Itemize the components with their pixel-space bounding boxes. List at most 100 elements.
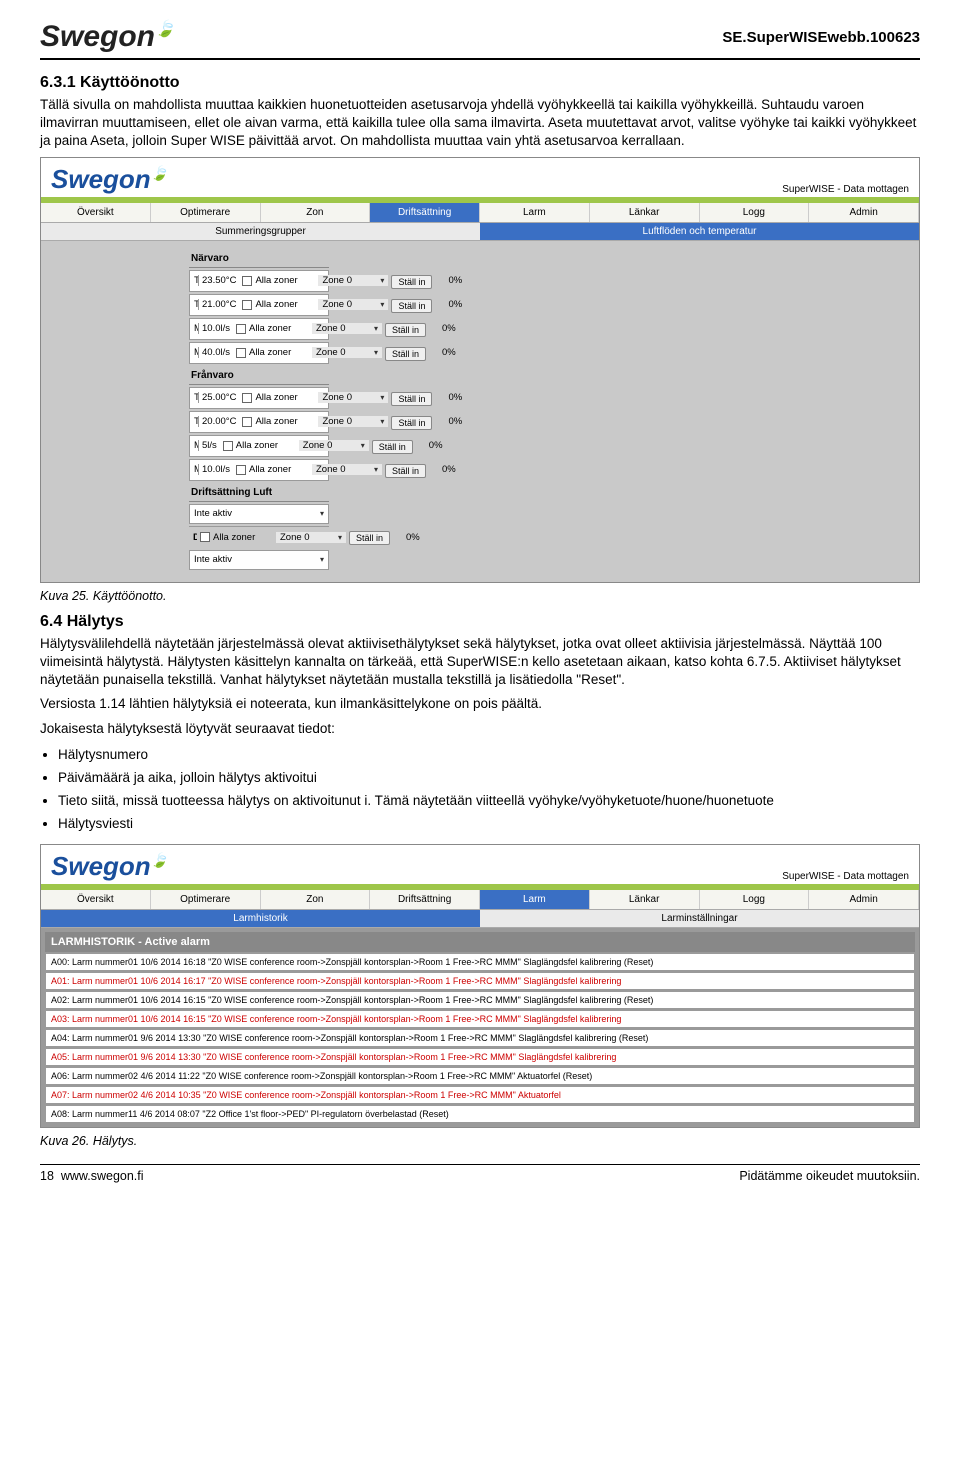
alarm-row[interactable]: A02: Larm nummer01 10/6 2014 16:15 "Z0 W… xyxy=(45,991,915,1009)
stall-in-button[interactable]: Ställ in xyxy=(391,299,432,313)
setting-label: Min. flöde frånvaro vattenapplikationer xyxy=(190,464,198,475)
stall-in-button[interactable]: Ställ in xyxy=(372,440,413,454)
chevron-down-icon: ▾ xyxy=(380,276,384,285)
franvaro-title: Frånvaro xyxy=(189,364,329,385)
alla-zoner-checkbox[interactable]: Alla zoner xyxy=(233,464,311,475)
nav-optimerare[interactable]: Optimerare xyxy=(151,890,261,909)
zone-select[interactable]: Zone 0▾ xyxy=(318,416,388,427)
stall-in-button[interactable]: Ställ in xyxy=(391,275,432,289)
zone-select[interactable]: Zone 0▾ xyxy=(276,532,346,543)
cb-label: Alla zoner xyxy=(255,416,297,427)
zone-select[interactable]: Zone 0▾ xyxy=(312,323,382,334)
stall-in-button[interactable]: Ställ in xyxy=(391,416,432,430)
nav-zon[interactable]: Zon xyxy=(261,890,371,909)
zone-select[interactable]: Zone 0▾ xyxy=(299,440,369,451)
alla-zoner-checkbox[interactable]: Alla zoner xyxy=(233,323,311,334)
setting-label: Temperaturbörvärde kyla närvaro xyxy=(190,275,198,286)
zone-value: Zone 0 xyxy=(303,440,333,451)
zone-value: Zone 0 xyxy=(316,464,346,475)
zone-select[interactable]: Zone 0▾ xyxy=(318,392,388,403)
narvaro-title: Närvaro xyxy=(189,247,329,268)
sub-nav: SummeringsgrupperLuftflöden och temperat… xyxy=(41,223,919,241)
zone-select[interactable]: Zone 0▾ xyxy=(318,299,388,310)
leaf-icon: 🍃 xyxy=(155,21,175,38)
nav-larm[interactable]: Larm xyxy=(480,203,590,222)
ss-status: SuperWISE - Data mottagen xyxy=(782,871,909,882)
alarm-row[interactable]: A00: Larm nummer01 10/6 2014 16:18 "Z0 W… xyxy=(45,953,915,971)
bullet-item: Hälytysviesti xyxy=(58,813,920,836)
stall-in-button[interactable]: Ställ in xyxy=(385,323,426,337)
drift-vatten-row: Driftsättning Vatten Alla zoner Zone 0▾ … xyxy=(189,526,329,548)
alla-zoner-checkbox[interactable]: Alla zoner xyxy=(220,440,298,451)
sub-nav: LarmhistorikLarminställningar xyxy=(41,910,919,928)
bullet-item: Päivämäärä ja aika, jolloin hälytys akti… xyxy=(58,767,920,790)
alla-zoner-checkbox[interactable]: Alla zoner xyxy=(197,532,275,543)
setting-value[interactable]: 25.00°C xyxy=(198,392,239,403)
swegon-logo: Swegon🍃 xyxy=(40,20,175,54)
nav-översikt[interactable]: Översikt xyxy=(41,203,151,222)
alarm-row[interactable]: A03: Larm nummer01 10/6 2014 16:15 "Z0 W… xyxy=(45,1010,915,1028)
zone-select[interactable]: Zone 0▾ xyxy=(312,464,382,475)
alla-zoner-checkbox[interactable]: Alla zoner xyxy=(239,392,317,403)
nav-optimerare[interactable]: Optimerare xyxy=(151,203,261,222)
setting-value[interactable]: 40.0l/s xyxy=(198,347,233,358)
subnav-item[interactable]: Luftflöden och temperatur xyxy=(480,223,919,240)
subnav-item[interactable]: Larmhistorik xyxy=(41,910,480,927)
logo-text: Swegon xyxy=(40,20,155,53)
subnav-item[interactable]: Summeringsgrupper xyxy=(41,223,480,240)
leaf-icon: 🍃 xyxy=(151,852,168,868)
screenshot-kuva26: Swegon🍃 SuperWISE - Data mottagen Översi… xyxy=(40,844,920,1128)
zone-select[interactable]: Zone 0▾ xyxy=(312,347,382,358)
footer-rights: Pidätämme oikeudet muutoksiin. xyxy=(739,1169,920,1183)
page-number: 18 xyxy=(40,1169,54,1183)
caption-26: Kuva 26. Hälytys. xyxy=(40,1134,920,1148)
pct-value: 0% xyxy=(403,532,437,543)
stall-in-button[interactable]: Ställ in xyxy=(391,392,432,406)
drift-luft-select[interactable]: Inte aktiv▾ xyxy=(189,504,329,524)
nav-zon[interactable]: Zon xyxy=(261,203,371,222)
chevron-down-icon: ▾ xyxy=(374,324,378,333)
stall-in-button[interactable]: Ställ in xyxy=(385,464,426,478)
subnav-item[interactable]: Larminställningar xyxy=(480,910,919,927)
setting-value[interactable]: 21.00°C xyxy=(198,299,239,310)
cb-label: Alla zoner xyxy=(255,392,297,403)
nav-admin[interactable]: Admin xyxy=(809,890,919,909)
cb-label: Alla zoner xyxy=(213,532,255,543)
nav-översikt[interactable]: Översikt xyxy=(41,890,151,909)
alla-zoner-checkbox[interactable]: Alla zoner xyxy=(239,416,317,427)
nav-länkar[interactable]: Länkar xyxy=(590,203,700,222)
alla-zoner-checkbox[interactable]: Alla zoner xyxy=(239,275,317,286)
nav-länkar[interactable]: Länkar xyxy=(590,890,700,909)
pct-value: 0% xyxy=(445,392,479,403)
zone-value: Zone 0 xyxy=(322,275,352,286)
nav-logg[interactable]: Logg xyxy=(700,890,810,909)
section-64-p1: Hälytysvälilehdellä näytetään järjestelm… xyxy=(40,635,920,690)
alla-zoner-checkbox[interactable]: Alla zoner xyxy=(233,347,311,358)
nav-admin[interactable]: Admin xyxy=(809,203,919,222)
nav-larm[interactable]: Larm xyxy=(480,890,590,909)
alarm-row[interactable]: A04: Larm nummer01 9/6 2014 13:30 "Z0 WI… xyxy=(45,1029,915,1047)
setting-value[interactable]: 10.0l/s xyxy=(198,323,233,334)
stall-in-button[interactable]: Ställ in xyxy=(349,531,390,545)
setting-row: Min. flöde frånvaro vattenapplikationer1… xyxy=(189,459,329,481)
zone-value: Zone 0 xyxy=(280,532,310,543)
stall-in-button[interactable]: Ställ in xyxy=(385,347,426,361)
nav-driftsättning[interactable]: Driftsättning xyxy=(370,890,480,909)
drift-vatten-select[interactable]: Inte aktiv▾ xyxy=(189,550,329,570)
alarm-row[interactable]: A05: Larm nummer01 9/6 2014 13:30 "Z0 WI… xyxy=(45,1048,915,1066)
pct-value: 0% xyxy=(439,323,473,334)
zone-select[interactable]: Zone 0 ▾ xyxy=(318,275,388,286)
setting-value[interactable]: 10.0l/s xyxy=(198,464,233,475)
alarm-row[interactable]: A01: Larm nummer01 10/6 2014 16:17 "Z0 W… xyxy=(45,972,915,990)
setting-value[interactable]: 20.00°C xyxy=(198,416,239,427)
nav-logg[interactable]: Logg xyxy=(700,203,810,222)
alarm-row[interactable]: A06: Larm nummer02 4/6 2014 11:22 "Z0 WI… xyxy=(45,1067,915,1085)
setting-value[interactable]: 5l/s xyxy=(198,440,220,451)
setting-label: Temperaturbörvärde värme frånvaro xyxy=(190,416,198,427)
setting-value[interactable]: 23.50°C xyxy=(198,275,239,286)
alla-zoner-checkbox[interactable]: Alla zoner xyxy=(239,299,317,310)
alarm-row[interactable]: A08: Larm nummer11 4/6 2014 08:07 "Z2 Of… xyxy=(45,1105,915,1123)
ss-logo: Swegon🍃 xyxy=(51,851,168,882)
nav-driftsättning[interactable]: Driftsättning xyxy=(370,203,480,222)
alarm-row[interactable]: A07: Larm nummer02 4/6 2014 10:35 "Z0 WI… xyxy=(45,1086,915,1104)
